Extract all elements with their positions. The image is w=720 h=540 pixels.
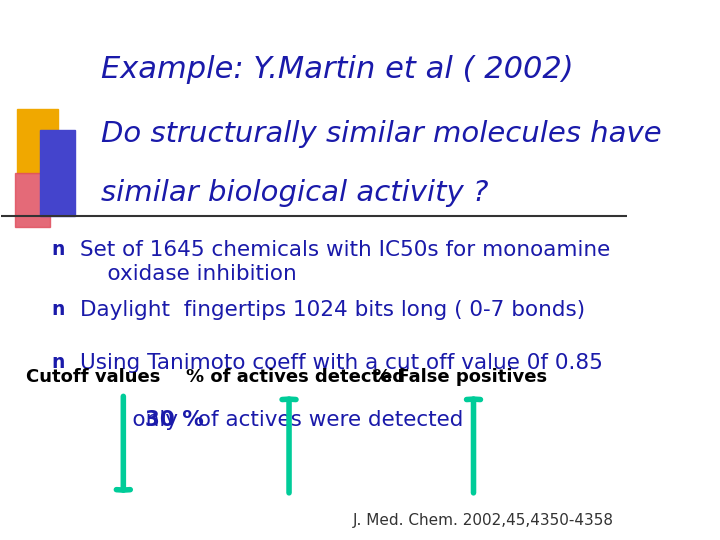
Text: Set of 1645 chemicals with IC50s for monoamine
    oxidase inhibition: Set of 1645 chemicals with IC50s for mon… — [79, 240, 610, 284]
Text: Using Tanimoto coeff with a cut off value 0f 0.85: Using Tanimoto coeff with a cut off valu… — [79, 353, 603, 373]
FancyBboxPatch shape — [17, 109, 58, 173]
Text: only: only — [104, 410, 184, 430]
Text: n: n — [51, 353, 65, 372]
Text: J. Med. Chem. 2002,45,4350-4358: J. Med. Chem. 2002,45,4350-4358 — [354, 513, 614, 528]
Text: % False positives: % False positives — [374, 368, 548, 386]
Text: % of actives detected: % of actives detected — [186, 368, 405, 386]
FancyBboxPatch shape — [15, 173, 50, 227]
Text: of actives were detected: of actives were detected — [191, 410, 463, 430]
Text: 30 %: 30 % — [145, 410, 204, 430]
Text: n: n — [51, 300, 65, 319]
Text: Cutoff values: Cutoff values — [27, 368, 161, 386]
Text: Daylight  fingertips 1024 bits long ( 0-7 bonds): Daylight fingertips 1024 bits long ( 0-7… — [79, 300, 585, 320]
Text: similar biological activity ?: similar biological activity ? — [102, 179, 489, 207]
Text: Example: Y.Martin et al ( 2002): Example: Y.Martin et al ( 2002) — [102, 55, 574, 84]
Text: Do structurally similar molecules have: Do structurally similar molecules have — [102, 119, 662, 147]
Text: n: n — [51, 240, 65, 259]
FancyBboxPatch shape — [40, 130, 75, 217]
